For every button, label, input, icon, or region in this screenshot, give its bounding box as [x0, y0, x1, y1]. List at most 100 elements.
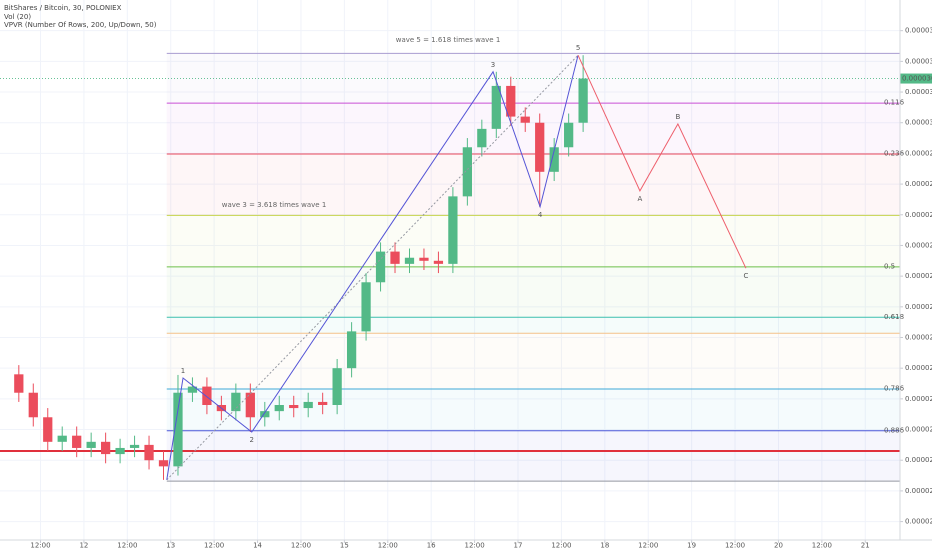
x-tick-label: 12:00 — [812, 542, 832, 550]
level-band — [166, 154, 901, 216]
x-tick-label: 12 — [79, 542, 88, 550]
last-price-box — [900, 73, 932, 84]
wave-label: B — [675, 113, 680, 121]
level-band — [166, 333, 901, 390]
candle-body — [462, 147, 472, 197]
wave-line — [166, 55, 579, 480]
y-tick-label: 0.00002600 — [905, 364, 932, 372]
candle-body — [231, 392, 241, 412]
x-tick-label: 18 — [600, 542, 609, 550]
x-tick-label: 16 — [427, 542, 436, 550]
symbol-title: BitShares / Bitcoin, 30, POLONIEX — [4, 4, 122, 12]
candle-body — [43, 417, 53, 442]
candle-body — [100, 441, 111, 455]
indicator-label: Vol (20) — [4, 13, 31, 21]
candle-body — [144, 444, 154, 461]
y-tick-label: 0.00003100 — [905, 57, 932, 65]
level-band — [166, 317, 901, 334]
x-tick-label: 12:00 — [30, 542, 50, 550]
wave-label: 1 — [181, 367, 185, 375]
x-tick-label: 12:00 — [725, 542, 745, 550]
candle-body — [86, 441, 96, 448]
y-tick-label: 0.00002550 — [905, 395, 932, 403]
wave-label: 2 — [250, 436, 254, 444]
wave-label: C — [743, 272, 748, 280]
annotation: wave 3 = 3.618 times wave 1 — [222, 201, 327, 209]
wave-label: 4 — [538, 211, 543, 219]
candle-body — [346, 331, 357, 369]
trend-line — [166, 54, 579, 481]
fib-label: 0.618 — [884, 313, 904, 321]
level-band — [166, 430, 901, 482]
level-band — [166, 103, 901, 155]
candle-body — [57, 435, 67, 442]
fib-label: 0.116 — [884, 99, 905, 107]
y-tick-label: 0.00003050 — [905, 88, 932, 96]
x-tick-label: 12:00 — [638, 542, 658, 550]
y-tick-label: 0.00002700 — [905, 303, 932, 311]
candle-body — [14, 374, 24, 393]
y-tick-label: 0.00002850 — [905, 211, 932, 219]
candle-body — [578, 78, 588, 123]
x-tick-label: 13 — [166, 542, 175, 550]
candle-body — [535, 122, 545, 172]
x-tick-label: 15 — [340, 542, 349, 550]
candle-body — [129, 444, 140, 448]
candle-body — [520, 116, 530, 123]
y-tick-label: 0.00002450 — [905, 456, 932, 464]
level-band — [166, 266, 901, 318]
last-price-label: 0.00003072 — [902, 75, 932, 83]
y-tick-label: 0.00002400 — [905, 487, 932, 495]
wave-label: A — [638, 195, 643, 203]
candle-body — [477, 128, 487, 148]
y-tick-label: 0.00002750 — [905, 272, 932, 280]
candle-body — [332, 368, 342, 405]
candle-body — [28, 392, 38, 418]
candle-body — [260, 411, 270, 418]
candle-body — [115, 447, 125, 455]
x-tick-label: 20 — [774, 542, 783, 550]
y-tick-label: 0.00002950 — [905, 149, 932, 157]
y-tick-label: 0.00002800 — [905, 241, 932, 249]
candle-body — [245, 392, 255, 418]
x-tick-label: 17 — [514, 542, 523, 550]
x-tick-label: 12:00 — [291, 542, 311, 550]
x-tick-label: 12:00 — [378, 542, 398, 550]
fib-label: 0.236 — [884, 150, 905, 158]
candle-body — [375, 251, 386, 283]
candle-body — [564, 122, 574, 148]
wave-label: 5 — [576, 44, 580, 52]
annotation: wave 5 = 1.618 times wave 1 — [396, 36, 501, 44]
candle-body — [419, 257, 429, 261]
level-band — [166, 215, 901, 267]
candle-body — [404, 257, 415, 264]
candle-body — [72, 435, 82, 448]
y-tick-label: 0.00003000 — [905, 119, 932, 127]
x-tick-label: 21 — [861, 542, 870, 550]
candle-body — [187, 386, 198, 393]
candle-body — [549, 147, 559, 172]
x-tick-label: 12:00 — [117, 542, 137, 550]
candle-body — [361, 282, 371, 332]
y-tick-label: 0.00003150 — [905, 27, 932, 35]
x-tick-label: 12:00 — [551, 542, 571, 550]
x-tick-label: 12:00 — [204, 542, 224, 550]
y-tick-label: 0.00002500 — [905, 426, 932, 434]
fib-label: 0.786 — [884, 385, 905, 393]
y-tick-label: 0.00002900 — [905, 180, 932, 188]
candle-body — [491, 85, 501, 129]
candle-body — [433, 260, 444, 264]
wave-label: 3 — [491, 61, 495, 69]
x-tick-label: 14 — [253, 542, 262, 550]
y-tick-label: 0.00002650 — [905, 334, 932, 342]
candle-body — [173, 392, 183, 467]
candle-body — [318, 401, 328, 405]
x-tick-label: 12:00 — [465, 542, 485, 550]
candle-body — [289, 405, 299, 409]
x-tick-label: 19 — [687, 542, 696, 550]
level-band — [166, 389, 901, 431]
candle-body — [158, 460, 169, 467]
wave-line — [577, 55, 747, 269]
candle-body — [448, 196, 458, 264]
